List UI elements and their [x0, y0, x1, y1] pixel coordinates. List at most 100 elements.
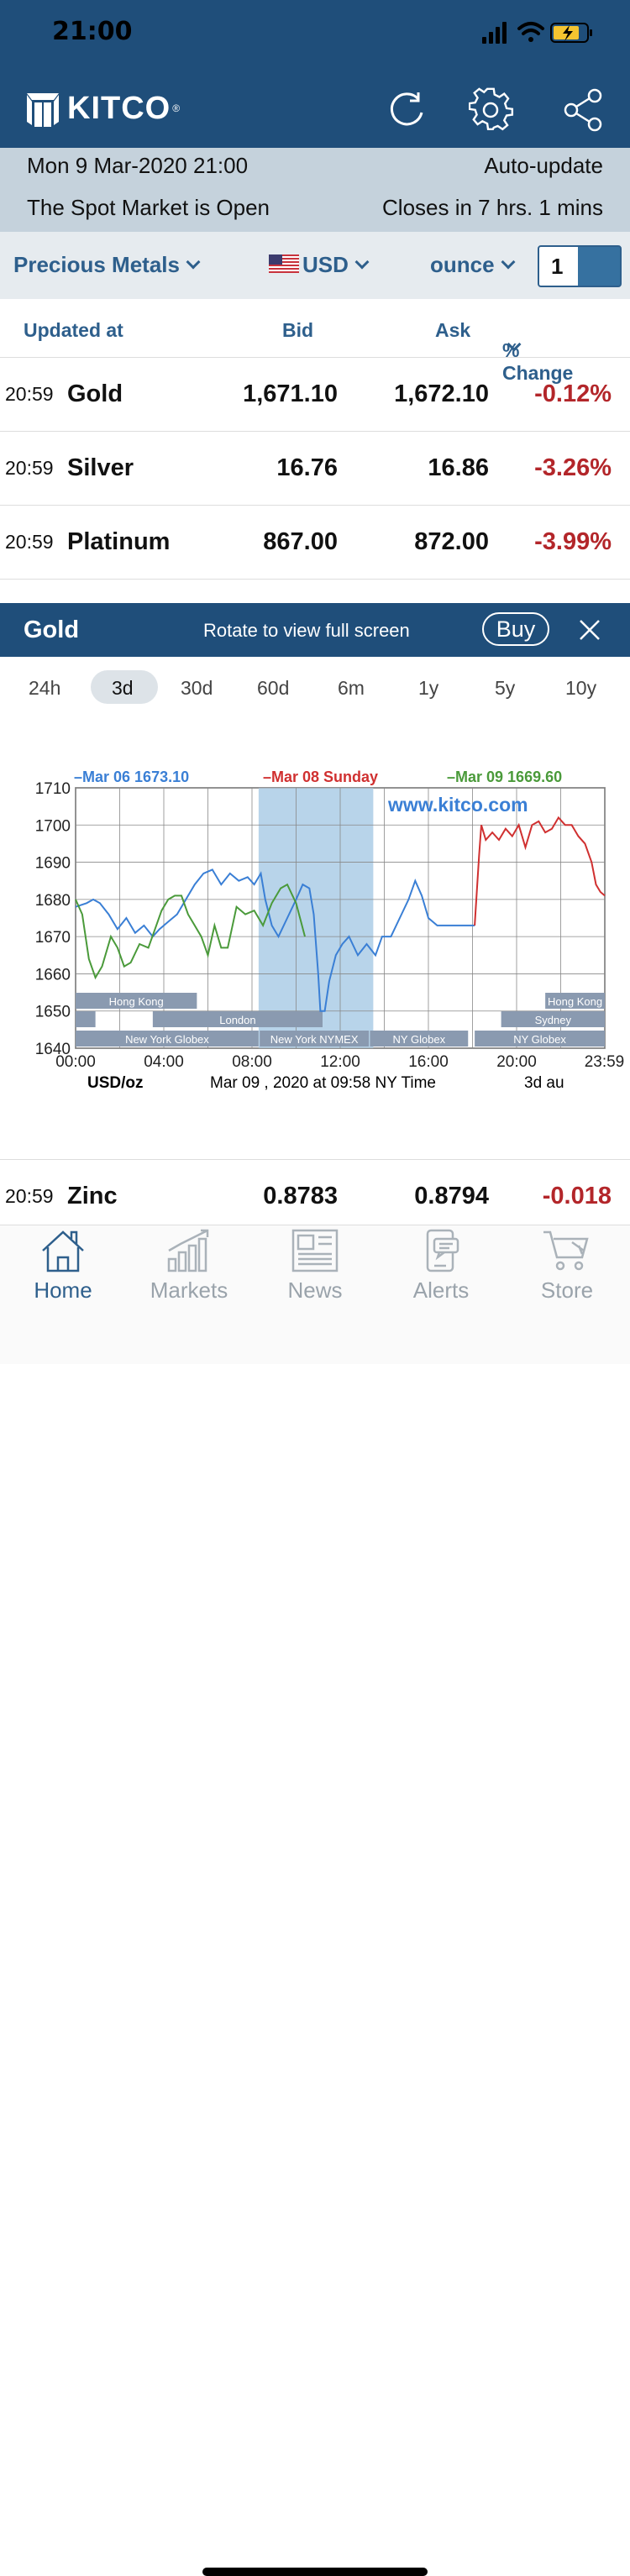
us-flag-icon: [269, 254, 299, 274]
tab-home-label: Home: [34, 1278, 92, 1303]
market-status: The Spot Market is Open: [27, 195, 270, 220]
refresh-icon[interactable]: [385, 87, 430, 133]
range-10y[interactable]: 10y: [565, 677, 597, 699]
col-bid[interactable]: Bid: [282, 319, 314, 341]
session-label: New York NYMEX: [270, 1033, 359, 1046]
col-ask[interactable]: Ask: [435, 319, 471, 341]
y-tick-label: 1650: [35, 1004, 71, 1021]
tab-alerts[interactable]: Alerts: [378, 1225, 504, 1326]
session-bar: [76, 1031, 259, 1047]
session-bar: [76, 993, 197, 1009]
auto-update-label[interactable]: Auto-update: [484, 153, 603, 178]
x-tick-label: 16:00: [408, 1053, 449, 1071]
tab-news-label: News: [287, 1278, 343, 1303]
table-row[interactable]: 20:59 Silver 16.76 16.86 -3.26%: [0, 432, 630, 506]
x-tick-label: 20:00: [496, 1053, 537, 1071]
row-metal: Silver: [67, 454, 134, 481]
y-tick-label: 1660: [35, 966, 71, 984]
row-metal: Gold: [67, 380, 123, 407]
row-ask: 1,672.10: [394, 380, 489, 407]
tab-markets[interactable]: Markets: [126, 1225, 252, 1326]
range-3d[interactable]: 3d: [112, 677, 134, 699]
table-row[interactable]: 20:59 Zinc 0.8783 0.8794 -0.018: [0, 1159, 630, 1233]
tab-markets-label: Markets: [150, 1278, 228, 1303]
row-bid: 867.00: [263, 528, 338, 555]
table-row[interactable]: 20:59 Platinum 867.00 872.00 -3.99%: [0, 506, 630, 580]
x-tick-label: 08:00: [232, 1053, 272, 1071]
x-tick-label: 12:00: [320, 1053, 360, 1071]
legend-entry: –Mar 06 1673.10: [74, 769, 189, 785]
col-change-label: % Change: [502, 339, 574, 384]
currency-label: USD: [302, 252, 349, 277]
row-ask: 872.00: [414, 528, 489, 555]
row-ask: 0.8794: [414, 1183, 489, 1209]
tab-store-label: Store: [540, 1278, 594, 1303]
session-label: Hong Kong: [109, 995, 164, 1008]
session-bar: [152, 1011, 323, 1027]
currency-dropdown[interactable]: USD: [269, 252, 370, 278]
tab-alerts-label: Alerts: [412, 1278, 470, 1303]
close-icon[interactable]: [578, 618, 601, 642]
bottom-tab-bar: Home Markets News Alerts: [0, 1225, 630, 2576]
store-icon: [543, 1230, 589, 1271]
row-metal: Platinum: [67, 528, 171, 555]
home-indicator: [202, 2568, 428, 2576]
range-60d[interactable]: 60d: [257, 677, 290, 699]
row-change: -0.018: [542, 1183, 612, 1209]
table-row[interactable]: 20:59 Gold 1,671.10 1,672.10 -0.12%: [0, 358, 630, 432]
market-info-bar: Mon 9 Mar-2020 21:00 Auto-update The Spo…: [0, 148, 630, 232]
column-headers: Updated at Bid Ask % Change: [0, 299, 630, 384]
category-label: Precious Metals: [13, 252, 180, 277]
category-dropdown[interactable]: Precious Metals: [13, 252, 201, 278]
row-bid: 0.8783: [263, 1183, 338, 1209]
share-icon[interactable]: [561, 87, 606, 133]
series-line: [75, 868, 475, 1012]
row-bid: 1,671.10: [243, 380, 338, 407]
chart-timestamp: Mar 09 , 2020 at 09:58 NY Time: [210, 1074, 436, 1092]
y-tick-label: 1700: [35, 817, 71, 835]
col-updated[interactable]: Updated at: [24, 319, 123, 341]
settings-gear-icon[interactable]: [469, 87, 514, 133]
y-tick-label: 1680: [35, 892, 71, 910]
row-change: -3.99%: [534, 528, 612, 555]
row-time: 20:59: [5, 383, 54, 405]
status-time: 21:00: [52, 17, 133, 46]
chart-legend: –Mar 06 1673.10 –Mar 08 Sunday –Mar 09 166…: [74, 769, 562, 785]
registered-mark: ®: [172, 102, 181, 114]
session-bar: [76, 1011, 96, 1027]
legend-entry: –Mar 09 1669.60: [447, 769, 562, 785]
chart-lines: [75, 816, 606, 1012]
tab-home[interactable]: Home: [0, 1225, 126, 1326]
session-bar: [475, 1031, 605, 1047]
y-tick-label: 1710: [35, 780, 71, 798]
session-bar: [501, 1011, 605, 1027]
quantity-input[interactable]: 1: [538, 245, 622, 287]
filter-bar: Precious Metals USD ounce 1: [0, 232, 630, 299]
tab-store[interactable]: Store: [504, 1225, 630, 1326]
row-metal: Zinc: [67, 1183, 118, 1209]
chart-title: Gold: [24, 616, 80, 643]
y-axis-ticks: 1710 1700 1690 1680 1670 1660 1650 1640: [35, 780, 71, 1058]
y-tick-label: 1690: [35, 855, 71, 873]
range-24h[interactable]: 24h: [29, 677, 61, 699]
y-tick-label: 1640: [35, 1041, 71, 1058]
status-icons: [482, 22, 592, 44]
markets-icon: [167, 1229, 209, 1272]
row-time: 20:59: [5, 531, 54, 553]
x-tick-label: 00:00: [55, 1053, 96, 1071]
range-6m[interactable]: 6m: [338, 677, 365, 699]
tab-news[interactable]: News: [252, 1225, 378, 1326]
session-label: NY Globex: [393, 1033, 446, 1046]
gold-price-chart[interactable]: –Mar 06 1673.10 –Mar 08 Sunday –Mar 09 166…: [0, 756, 630, 1109]
session-label: Sydney: [535, 1014, 572, 1026]
period-note: 3d au: [524, 1074, 564, 1092]
chart-grid: [75, 787, 606, 1049]
session-label: Hong Kong: [548, 995, 602, 1008]
battery-icon: [550, 23, 592, 43]
wifi-icon: [517, 22, 544, 35]
unit-dropdown[interactable]: ounce: [430, 252, 516, 278]
range-1y[interactable]: 1y: [418, 677, 439, 699]
buy-button[interactable]: Buy: [482, 612, 549, 646]
range-5y[interactable]: 5y: [495, 677, 516, 699]
range-30d[interactable]: 30d: [181, 677, 213, 699]
